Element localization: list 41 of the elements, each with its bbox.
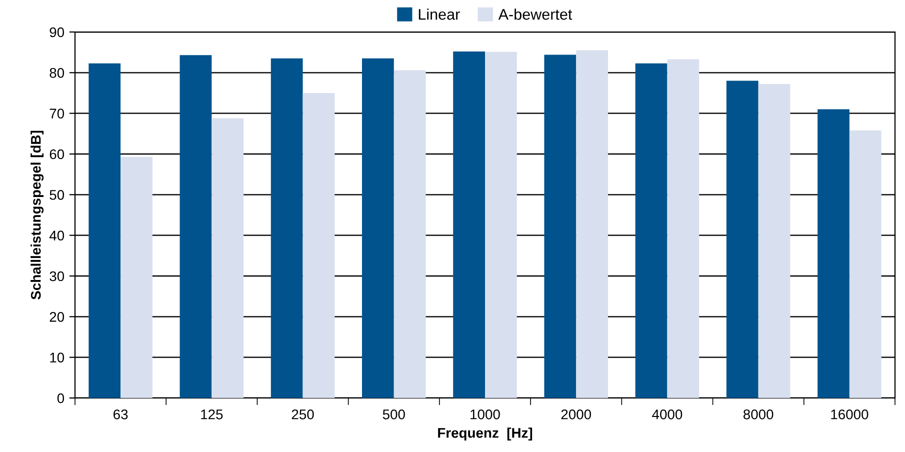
x-tick-label: 8000 [743,409,774,420]
y-tick-label: 40 [49,230,64,241]
y-tick-label: 90 [50,27,64,38]
bar [576,50,608,398]
y-tick-label: 20 [50,312,64,322]
x-tick-label: 63 [114,409,128,420]
y-tick-label: 50 [50,190,64,200]
legend-label: Linear [418,8,460,20]
bar [120,156,152,398]
y-tick-label: 10 [50,352,64,363]
y-tick-label: 0 [57,393,64,404]
y-tick-label: 30 [50,271,64,282]
y-tick-label: 60 [50,149,64,160]
x-tick-label: 1000 [470,409,500,420]
bar [726,80,758,398]
bar [212,118,244,398]
bar [544,54,576,398]
y-axis-title: Schallleistungspegel [dB] [30,130,44,300]
bar [849,130,882,398]
legend-label: A-bewertet [498,8,572,20]
bar [180,55,212,398]
bar [635,63,668,398]
bar [453,52,485,398]
x-tick-label: 500 [382,409,405,420]
bar [485,52,517,398]
x-tick-label: 2000 [561,409,592,420]
bar [758,84,790,398]
x-axis-title: Frequenz [Hz] [438,428,532,441]
bar [270,58,303,398]
bar [667,59,700,398]
x-tick-label: 250 [292,409,314,420]
x-tick-label: 4000 [652,409,682,420]
bar [302,93,335,398]
x-tick-label: 125 [201,409,223,420]
bar [818,109,850,398]
bar [394,70,426,398]
bar [88,63,121,398]
y-tick-label: 80 [50,68,64,78]
x-tick-label: 16000 [831,409,868,420]
bar [362,58,394,398]
y-tick-label: 70 [50,108,64,119]
